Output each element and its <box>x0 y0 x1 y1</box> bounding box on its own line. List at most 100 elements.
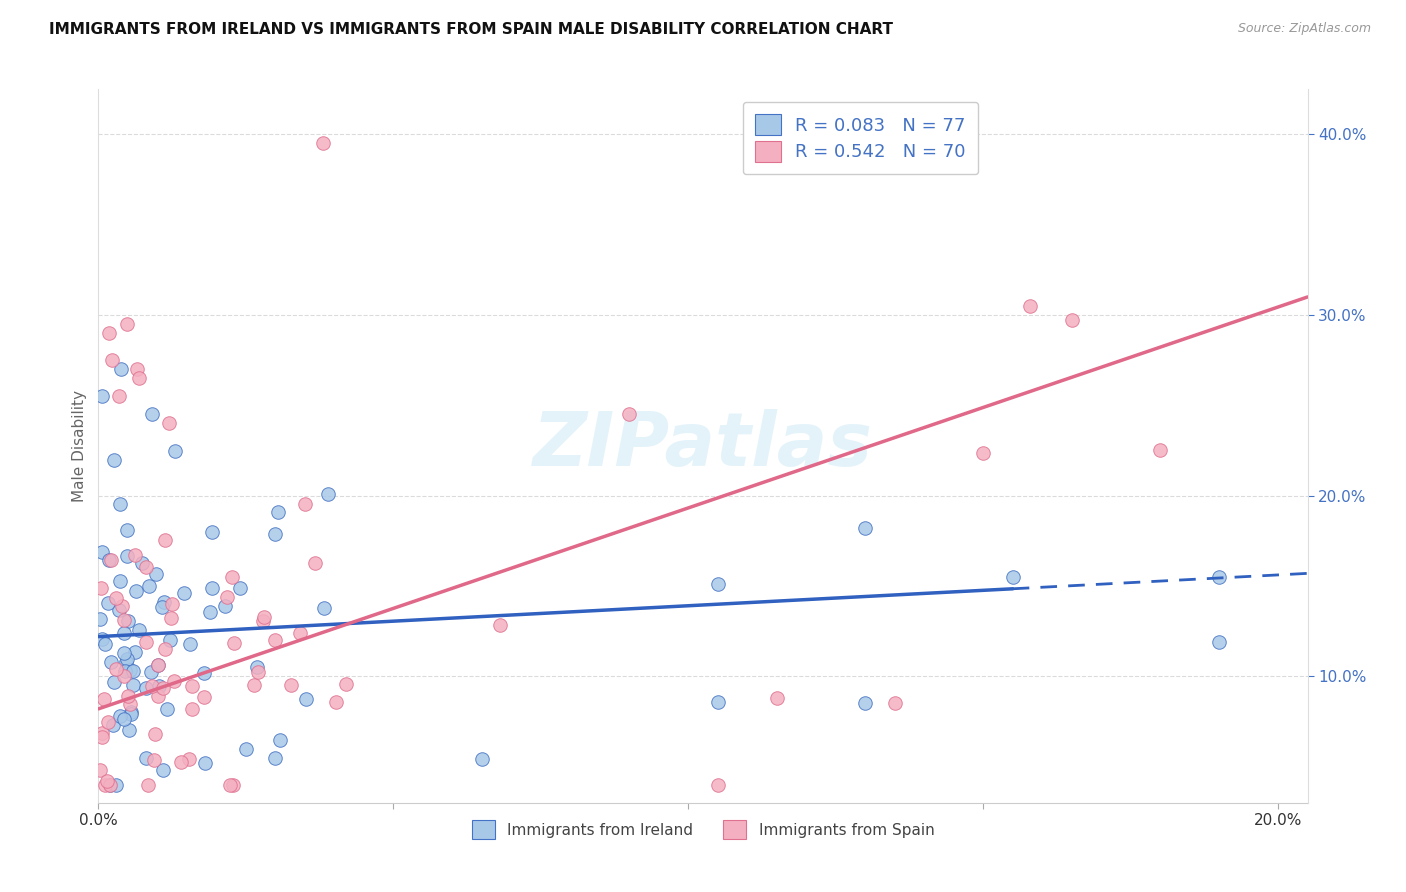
Point <box>152 681 174 695</box>
Point <box>100 552 122 566</box>
Point <box>127 362 149 376</box>
Point <box>200 525 222 540</box>
Point <box>143 727 166 741</box>
Point <box>264 750 287 764</box>
Point <box>118 723 141 738</box>
Point <box>90 581 112 595</box>
Point <box>112 613 135 627</box>
Point <box>853 697 876 711</box>
Point <box>235 741 257 756</box>
Point <box>883 697 905 711</box>
Point <box>253 610 276 624</box>
Point <box>108 574 131 588</box>
Point <box>488 617 510 632</box>
Point <box>89 764 111 778</box>
Point <box>218 778 240 792</box>
Point <box>136 778 159 792</box>
Point <box>242 678 264 692</box>
Point <box>101 718 124 732</box>
Point <box>100 655 122 669</box>
Point <box>194 756 217 770</box>
Point <box>280 678 302 692</box>
Point <box>90 389 112 403</box>
Point <box>163 674 186 689</box>
Text: IMMIGRANTS FROM IRELAND VS IMMIGRANTS FROM SPAIN MALE DISABILITY CORRELATION CHA: IMMIGRANTS FROM IRELAND VS IMMIGRANTS FR… <box>49 22 893 37</box>
Point <box>91 632 114 647</box>
Point <box>91 725 114 739</box>
Point <box>619 407 641 421</box>
Point <box>93 692 115 706</box>
Point <box>139 665 162 679</box>
Point <box>103 452 125 467</box>
Point <box>120 706 142 720</box>
Point <box>115 523 138 537</box>
Point <box>125 584 148 599</box>
Point <box>122 678 145 692</box>
Point <box>90 730 112 744</box>
Point <box>124 645 146 659</box>
Point <box>311 136 333 151</box>
Point <box>101 353 124 368</box>
Point <box>156 702 179 716</box>
Point <box>706 695 728 709</box>
Point <box>128 371 150 385</box>
Point <box>1149 443 1171 458</box>
Point <box>146 658 169 673</box>
Point <box>105 778 128 792</box>
Point <box>135 681 157 695</box>
Point <box>179 637 201 651</box>
Point <box>89 612 111 626</box>
Point <box>110 709 132 723</box>
Point <box>120 697 142 711</box>
Point <box>120 663 142 677</box>
Point <box>131 556 153 570</box>
Point <box>193 690 215 704</box>
Point <box>201 581 224 595</box>
Point <box>181 702 204 716</box>
Text: ZIPatlas: ZIPatlas <box>533 409 873 483</box>
Point <box>141 408 163 422</box>
Point <box>853 521 876 535</box>
Point <box>214 599 236 613</box>
Point <box>98 778 121 792</box>
Text: Source: ZipAtlas.com: Source: ZipAtlas.com <box>1237 22 1371 36</box>
Point <box>115 317 138 331</box>
Point <box>157 417 180 431</box>
Point <box>1019 299 1042 313</box>
Point <box>252 614 274 628</box>
Point <box>153 595 176 609</box>
Point <box>94 778 117 792</box>
Point <box>316 486 339 500</box>
Point <box>91 545 114 559</box>
Point <box>112 647 135 661</box>
Point <box>177 752 200 766</box>
Point <box>117 689 139 703</box>
Point <box>110 497 132 511</box>
Point <box>263 527 285 541</box>
Point <box>117 614 139 628</box>
Point <box>222 778 245 792</box>
Point <box>105 591 128 606</box>
Point <box>153 641 176 656</box>
Point <box>94 637 117 651</box>
Point <box>122 664 145 678</box>
Y-axis label: Male Disability: Male Disability <box>72 390 87 502</box>
Point <box>124 548 146 562</box>
Point <box>103 674 125 689</box>
Point <box>267 505 290 519</box>
Point <box>1208 570 1230 584</box>
Point <box>246 660 269 674</box>
Point <box>135 635 157 649</box>
Point <box>159 632 181 647</box>
Point <box>170 755 193 769</box>
Point <box>112 625 135 640</box>
Point <box>145 567 167 582</box>
Point <box>972 446 994 460</box>
Point <box>706 778 728 792</box>
Point <box>148 679 170 693</box>
Point <box>312 601 335 615</box>
Point <box>120 707 142 722</box>
Point <box>98 778 121 792</box>
Legend: Immigrants from Ireland, Immigrants from Spain: Immigrants from Ireland, Immigrants from… <box>465 814 941 845</box>
Point <box>96 774 118 789</box>
